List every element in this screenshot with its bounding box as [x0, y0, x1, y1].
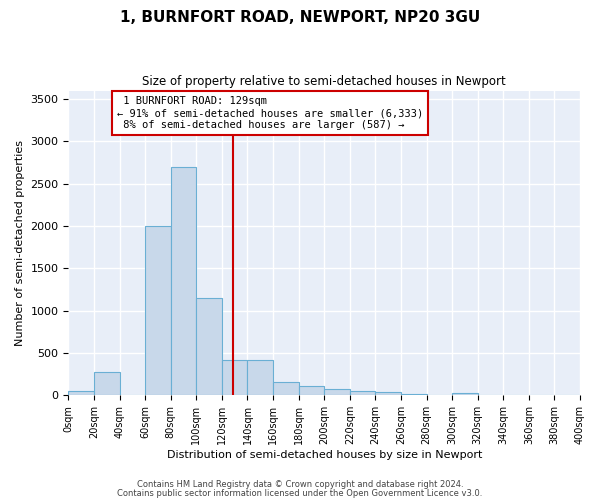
Bar	[376, 392, 401, 396]
Y-axis label: Number of semi-detached properties: Number of semi-detached properties	[15, 140, 25, 346]
Bar	[401, 394, 427, 396]
Bar	[273, 382, 299, 396]
Bar	[145, 226, 171, 396]
Text: Contains HM Land Registry data © Crown copyright and database right 2024.: Contains HM Land Registry data © Crown c…	[137, 480, 463, 489]
Bar	[222, 360, 247, 396]
Bar	[196, 298, 222, 396]
Bar	[68, 391, 94, 396]
Bar	[247, 360, 273, 396]
Bar	[171, 167, 196, 396]
Bar	[299, 386, 324, 396]
X-axis label: Distribution of semi-detached houses by size in Newport: Distribution of semi-detached houses by …	[167, 450, 482, 460]
Text: 1, BURNFORT ROAD, NEWPORT, NP20 3GU: 1, BURNFORT ROAD, NEWPORT, NP20 3GU	[120, 10, 480, 25]
Text: Contains public sector information licensed under the Open Government Licence v3: Contains public sector information licen…	[118, 489, 482, 498]
Title: Size of property relative to semi-detached houses in Newport: Size of property relative to semi-detach…	[142, 75, 506, 88]
Bar	[94, 372, 119, 396]
Text: 1 BURNFORT ROAD: 129sqm
← 91% of semi-detached houses are smaller (6,333)
 8% of: 1 BURNFORT ROAD: 129sqm ← 91% of semi-de…	[117, 96, 423, 130]
Bar	[350, 390, 376, 396]
Bar	[452, 393, 478, 396]
Bar	[324, 389, 350, 396]
Bar	[427, 394, 452, 396]
